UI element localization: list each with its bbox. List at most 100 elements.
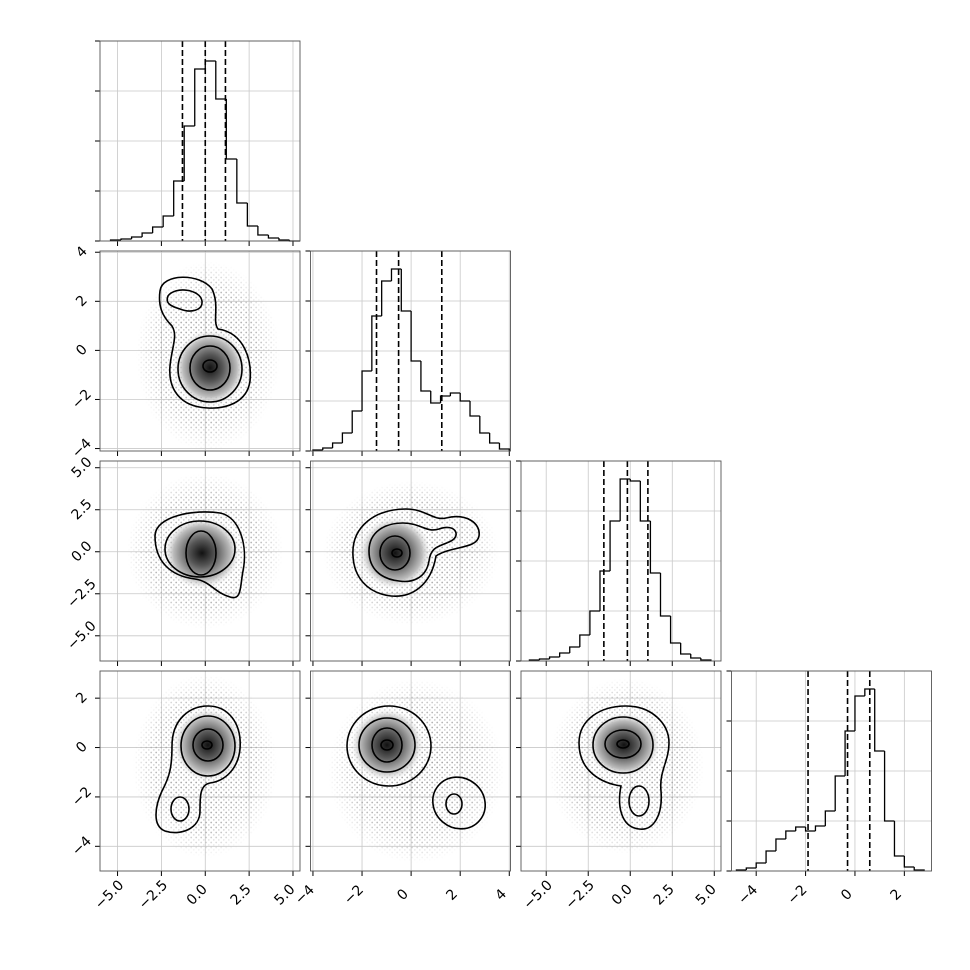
- histogram-step: [459, 393, 471, 402]
- histogram-step: [579, 634, 590, 647]
- x-tick-label: 0.0: [609, 881, 636, 908]
- histogram-step: [246, 203, 258, 227]
- histogram-step: [322, 447, 333, 450]
- contour: [170, 796, 190, 822]
- contour: [432, 776, 486, 830]
- histogram-step: [449, 392, 461, 396]
- histogram-step: [548, 656, 560, 659]
- x-tick-label: 4: [492, 886, 510, 904]
- x-tick-label: −2.5: [563, 877, 598, 912]
- histogram-step: [371, 315, 382, 371]
- histogram-step: [913, 867, 925, 871]
- histogram-step: [659, 573, 671, 617]
- histogram-step: [690, 654, 701, 659]
- x-tick-label: 0: [838, 886, 856, 904]
- histogram-step: [669, 616, 681, 644]
- density-panel: [136, 261, 280, 451]
- y-tick-label: −4: [69, 833, 95, 859]
- density-core: [164, 517, 240, 589]
- histogram-step: [834, 775, 846, 811]
- histogram-step: [351, 410, 363, 433]
- histogram-step: [844, 730, 855, 776]
- histogram-step: [864, 688, 875, 696]
- histogram-step: [479, 416, 490, 434]
- y-tick-label: −2: [69, 387, 95, 413]
- contour: [578, 705, 670, 830]
- x-tick-label: 5.0: [693, 881, 720, 908]
- density-core: [174, 330, 246, 406]
- x-tick-label: 0.0: [184, 881, 211, 908]
- y-tick-label: −2: [69, 784, 95, 810]
- histogram-step: [141, 232, 153, 237]
- panel-frame: [99, 460, 301, 662]
- histogram-step: [569, 646, 580, 653]
- contour: [352, 508, 480, 597]
- histogram-step: [619, 478, 631, 521]
- histogram-step: [204, 60, 216, 69]
- histogram-step: [589, 610, 600, 635]
- panel-frame: [99, 40, 301, 242]
- histogram-step: [194, 68, 206, 126]
- histogram-step: [488, 433, 500, 444]
- y-tick-label: 5.0: [68, 454, 95, 481]
- contour: [358, 717, 416, 773]
- histogram-step: [893, 821, 905, 857]
- histogram-step: [173, 180, 185, 216]
- contour: [166, 289, 203, 312]
- contour: [616, 739, 630, 749]
- y-tick-label: −5.0: [64, 618, 99, 653]
- density-panel: [328, 679, 504, 863]
- contour: [158, 276, 252, 409]
- histogram-step: [883, 751, 895, 822]
- x-tick-label: −4: [735, 882, 761, 908]
- x-tick-label: 2.5: [228, 881, 255, 908]
- histogram-step: [469, 401, 480, 417]
- contour: [391, 548, 403, 558]
- panel-frame: [99, 250, 301, 452]
- x-tick-label: −4: [292, 882, 318, 908]
- histogram-step: [599, 570, 611, 611]
- contour: [192, 728, 224, 762]
- density-core: [588, 713, 660, 777]
- histogram-step: [278, 238, 290, 241]
- panel-frame: [99, 670, 301, 872]
- panel-frame: [310, 250, 511, 452]
- histogram-step: [381, 280, 392, 316]
- contour: [346, 705, 432, 787]
- density-panel: [323, 481, 499, 625]
- x-tick-label: 2.5: [651, 881, 678, 908]
- panel-frame: [520, 670, 722, 872]
- histogram-step: [390, 268, 402, 281]
- contour: [371, 727, 403, 763]
- histogram-step: [410, 311, 421, 362]
- contour: [368, 522, 457, 583]
- contour: [379, 535, 411, 571]
- contour: [592, 716, 654, 774]
- contour: [201, 740, 213, 750]
- y-tick-label: 0: [73, 342, 91, 360]
- y-tick-label: 0.0: [68, 538, 95, 565]
- histogram-step: [400, 269, 412, 312]
- histogram-step: [700, 658, 712, 661]
- histogram-step: [745, 867, 757, 870]
- contour: [202, 359, 218, 373]
- x-tick-label: −2: [785, 882, 811, 908]
- histogram-step: [162, 215, 174, 227]
- contour: [180, 715, 236, 777]
- contour: [185, 530, 217, 576]
- histogram-step: [680, 643, 691, 655]
- histogram-step: [559, 652, 570, 657]
- y-tick-label: 2: [73, 689, 91, 707]
- x-tick-label: −5.0: [92, 877, 127, 912]
- histogram-step: [236, 159, 248, 204]
- density-panel: [127, 473, 283, 629]
- histogram-step: [420, 361, 431, 392]
- y-tick-label: 2: [73, 292, 91, 310]
- contour: [154, 511, 246, 599]
- x-tick-label: −2.5: [136, 877, 171, 912]
- y-tick-label: 2.5: [68, 496, 95, 523]
- density-core: [174, 709, 242, 781]
- histogram-step: [609, 520, 621, 571]
- histogram-step: [629, 479, 641, 482]
- density-panel: [548, 678, 704, 854]
